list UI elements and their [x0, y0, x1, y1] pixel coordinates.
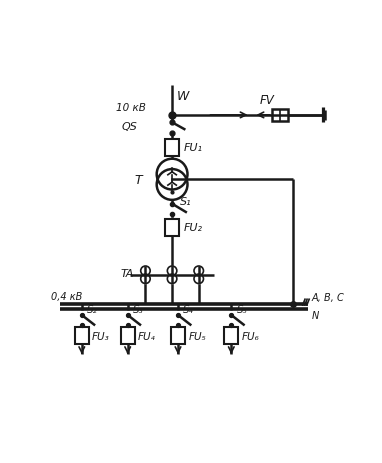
Text: S₅: S₅: [236, 304, 248, 314]
Text: FU₃: FU₃: [92, 331, 110, 341]
Text: TA: TA: [120, 269, 134, 279]
Circle shape: [141, 275, 150, 284]
Text: FU₁: FU₁: [184, 143, 203, 153]
Text: QS: QS: [122, 122, 138, 131]
Circle shape: [157, 159, 188, 190]
Bar: [165, 140, 179, 156]
Circle shape: [194, 266, 204, 276]
Text: A, B, C: A, B, C: [311, 292, 344, 302]
Text: W: W: [176, 90, 189, 103]
Text: S₁: S₁: [180, 196, 191, 206]
Circle shape: [167, 266, 177, 276]
Bar: [165, 220, 179, 236]
Text: S₃: S₃: [133, 304, 144, 314]
Circle shape: [194, 275, 204, 284]
Text: FU₆: FU₆: [242, 331, 259, 341]
Text: FU₅: FU₅: [188, 331, 206, 341]
Text: 10 кВ: 10 кВ: [116, 103, 146, 113]
Text: FU₂: FU₂: [184, 223, 203, 233]
Bar: [121, 328, 135, 344]
Text: N: N: [311, 311, 319, 320]
Text: T: T: [135, 174, 142, 187]
Text: FU₄: FU₄: [138, 331, 156, 341]
Bar: [224, 328, 238, 344]
Circle shape: [167, 275, 177, 284]
Circle shape: [141, 266, 150, 276]
Text: S₂: S₂: [87, 304, 98, 314]
Bar: [272, 110, 288, 122]
Circle shape: [157, 170, 188, 200]
Bar: [75, 328, 89, 344]
Text: S₄: S₄: [183, 304, 194, 314]
Text: 0,4 кВ: 0,4 кВ: [51, 291, 82, 301]
Text: FV: FV: [259, 94, 274, 107]
Bar: [171, 328, 185, 344]
